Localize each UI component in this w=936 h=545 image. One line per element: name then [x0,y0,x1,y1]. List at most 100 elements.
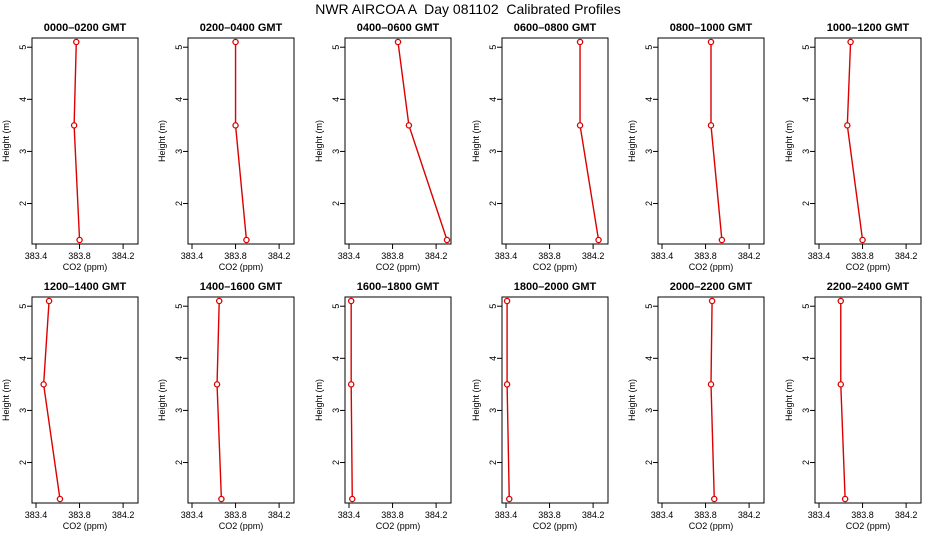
y-tick-label: 4 [488,97,498,102]
x-axis-label: CO2 (ppm) [63,262,108,272]
data-point [405,122,413,129]
x-tick-label: 383.8 [381,251,404,261]
y-tick-label: 4 [331,97,341,102]
y-tick-label: 3 [644,408,654,413]
x-axis-label: CO2 (ppm) [376,521,421,531]
series-line [710,42,723,241]
x-axis-label: CO2 (ppm) [846,521,891,531]
y-tick-label: 4 [331,356,341,361]
panel-title: 0600–0800 GMT [514,22,597,34]
plot-frame [814,37,922,245]
plot-frame [187,37,295,245]
y-tick-label: 4 [801,97,811,102]
y-tick-label: 3 [331,149,341,154]
plot-frame [657,37,765,245]
data-point [349,495,356,503]
y-tick-label: 3 [801,408,811,413]
data-point [844,122,851,129]
data-point [232,38,239,46]
panel-title: 0000–0200 GMT [44,22,127,34]
y-tick-label: 3 [488,149,498,154]
series-line [42,300,61,500]
y-tick-label: 2 [331,460,341,465]
x-tick-label: 383.4 [808,510,831,520]
y-tick-label: 2 [174,460,184,465]
data-point [503,381,511,388]
y-axis-label: Height (m) [1,379,11,421]
x-tick-label: 384.2 [895,510,918,520]
chart-panel-9: 1600–1800 GMT 383.4 383.8 384.2 CO2 (ppm) 2 3 4… [314,281,452,531]
x-tick-label: 384.2 [738,510,761,520]
y-tick-label: 5 [331,45,341,50]
data-point [708,297,716,305]
data-point [707,122,715,129]
x-axis-label: CO2 (ppm) [533,262,578,272]
y-tick-label: 5 [331,304,341,309]
data-point [218,495,225,503]
y-tick-label: 4 [18,97,28,102]
panel-title: 1800–2000 GMT [514,281,597,293]
x-axis-label: CO2 (ppm) [219,262,264,272]
chart-panel-6: 1000–1200 GMT 383.4 383.8 384.2 CO2 (ppm) 2 3 4… [784,22,922,272]
y-tick-label: 5 [18,304,28,309]
y-tick-label: 4 [174,356,184,361]
x-tick-label: 384.2 [268,251,291,261]
data-point [347,297,355,305]
x-tick-label: 383.4 [651,251,674,261]
y-tick-label: 2 [644,460,654,465]
x-tick-label: 383.8 [694,510,717,520]
y-axis-label: Height (m) [157,120,167,162]
data-point [707,381,715,388]
panel-title: 2000–2200 GMT [670,281,753,293]
plot-frame [344,37,452,245]
series-line [579,42,600,241]
y-tick-label: 2 [174,201,184,206]
y-tick-label: 5 [174,45,184,50]
x-tick-label: 383.4 [25,510,48,520]
x-tick-label: 383.8 [381,510,404,520]
series-line [710,300,715,500]
y-tick-label: 2 [801,201,811,206]
y-tick-label: 3 [488,408,498,413]
y-tick-label: 2 [644,201,654,206]
figure-title: NWR AIRCOA A Day 081102 Calibrated Profi… [315,1,621,17]
y-axis-label: Height (m) [471,120,481,162]
data-point [718,236,726,244]
x-tick-label: 383.8 [851,251,874,261]
chart-panel-8: 1400–1600 GMT 383.4 383.8 384.2 CO2 (ppm) 2 3 4… [157,281,295,531]
x-tick-label: 383.8 [68,251,91,261]
data-point [443,236,451,244]
y-tick-label: 4 [174,97,184,102]
data-point [56,495,64,503]
data-point [506,495,513,503]
y-tick-label: 2 [801,460,811,465]
plot-frame [187,296,295,504]
data-point [40,381,47,388]
y-tick-label: 5 [644,304,654,309]
series-line [397,41,448,241]
y-axis-label: Height (m) [784,379,794,421]
x-tick-label: 384.2 [425,251,448,261]
x-axis-label: CO2 (ppm) [689,262,734,272]
data-point [243,236,250,244]
x-tick-label: 383.8 [538,510,561,520]
series-line [216,300,223,500]
panel-title: 1000–1200 GMT [827,22,910,34]
chart-panel-7: 1200–1400 GMT 383.4 383.8 384.2 CO2 (ppm) 2 3 4… [1,281,139,531]
y-axis-label: Height (m) [471,379,481,421]
y-tick-label: 4 [18,356,28,361]
x-tick-label: 384.2 [582,510,605,520]
data-point [394,38,402,46]
plot-frame [31,37,139,245]
series-line [350,301,353,500]
series-line [506,301,510,500]
y-tick-label: 2 [18,460,28,465]
data-point [859,236,866,244]
data-point [70,122,78,129]
series-line [234,42,248,241]
chart-panel-5: 0800–1000 GMT 383.4 383.8 384.2 CO2 (ppm) 2 3 4… [627,22,765,272]
data-point [576,38,584,46]
data-point [215,297,223,305]
chart-panel-1: 0000–0200 GMT 383.4 383.8 384.2 CO2 (ppm) 2 3 4… [1,22,139,272]
data-point [837,381,845,388]
